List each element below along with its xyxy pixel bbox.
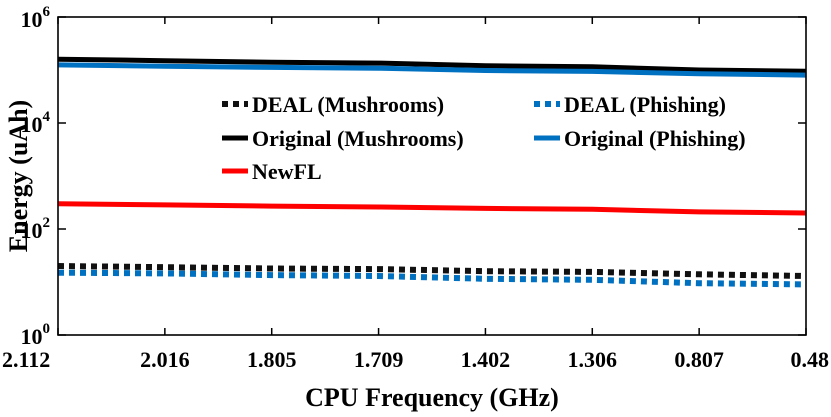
y-tick-label: 102 <box>21 215 51 243</box>
legend: DEAL (Mushrooms) DEAL (Phishing) Original … <box>222 92 746 184</box>
series-line-original-mushrooms <box>57 56 807 74</box>
series-line-newfl <box>57 201 807 216</box>
y-tick-label: 106 <box>21 4 51 32</box>
y-tick-label: 104 <box>21 109 51 137</box>
legend-label: Original (Mushrooms) <box>252 126 464 151</box>
x-tick-label: 0.807 <box>674 347 724 372</box>
plot-frame <box>57 16 807 336</box>
series-line-deal-phishing <box>57 269 807 288</box>
legend-label: Original (Phishing) <box>564 126 746 151</box>
x-tick-label: 2.112 <box>2 347 50 372</box>
legend-entry-deal-phishing: DEAL (Phishing) <box>534 92 726 117</box>
plot-lines <box>57 56 807 288</box>
x-axis-title: CPU Frequency (GHz) <box>305 383 559 412</box>
series-line-deal-mushrooms <box>57 263 807 279</box>
x-axis: 2.112 2.016 1.805 1.709 1.402 1.306 0.807 0.48 <box>2 17 829 372</box>
x-tick-label: 2.016 <box>140 347 190 372</box>
legend-label: NewFL <box>252 159 322 184</box>
legend-entry-original-phishing: Original (Phishing) <box>534 126 746 151</box>
x-tick-label: 1.402 <box>461 347 511 372</box>
legend-label: DEAL (Mushrooms) <box>252 92 444 117</box>
legend-label: DEAL (Phishing) <box>564 92 726 117</box>
series-line-original-phishing <box>57 62 807 78</box>
x-tick-label: 1.709 <box>354 347 404 372</box>
y-tick-label: 100 <box>21 321 51 349</box>
legend-entry-newfl: NewFL <box>222 159 322 184</box>
x-tick-label: 1.805 <box>247 347 297 372</box>
y-axis: 100 102 104 106 <box>21 4 806 349</box>
y-axis-title: Energy (uAh) <box>4 100 33 252</box>
legend-entry-original-mushrooms: Original (Mushrooms) <box>222 126 464 151</box>
x-tick-label: 1.306 <box>568 347 618 372</box>
legend-entry-deal-mushrooms: DEAL (Mushrooms) <box>222 92 444 117</box>
x-tick-label: 0.48 <box>791 347 830 372</box>
